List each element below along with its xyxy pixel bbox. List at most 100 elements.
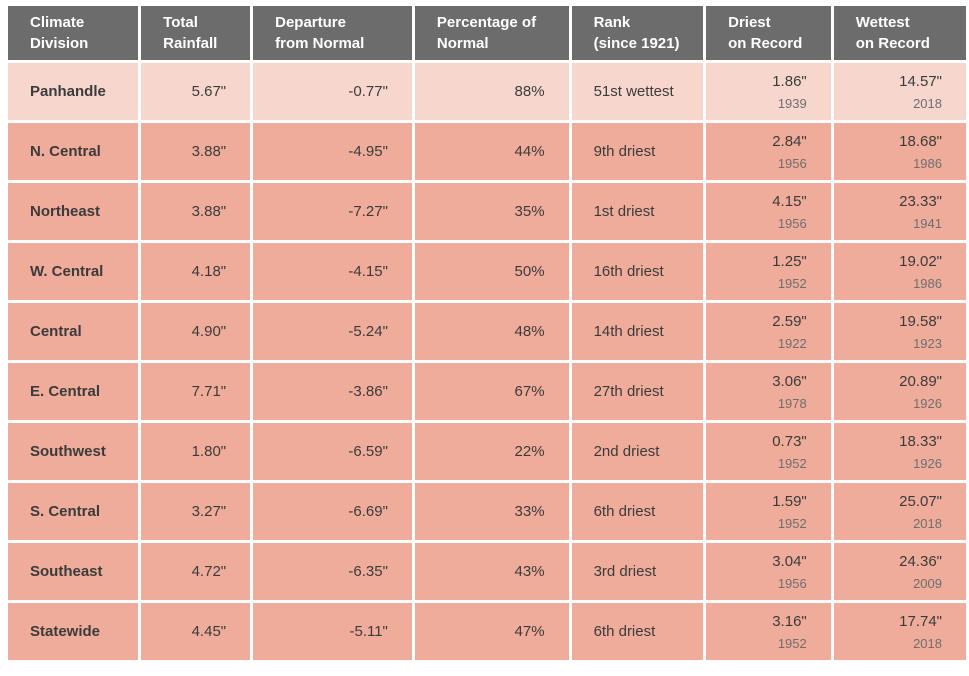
rank-value-cell: 6th driest [571,603,704,660]
total-rainfall-value: 4.90" [191,322,227,340]
driest-year: 1956 [777,155,807,171]
wettest-value: 23.33" [899,192,942,210]
percentage-value: 48% [514,322,545,340]
departure-value: -5.24" [348,322,388,340]
table-row: N. Central 3.88" -4.95" 44% 9th driest 2.84" 1… [8,123,966,180]
driest-year: 1956 [777,575,807,591]
driest-value-cell: 1.59" 1952 [706,483,831,540]
division-name: N. Central [30,142,101,160]
rank-value: 14th driest [593,322,664,340]
percentage-value-cell: 43% [414,543,569,600]
driest-value: 2.59" [772,312,807,330]
percentage-value-cell: 88% [414,63,569,120]
table-row: Southwest 1.80" -6.59" 22% 2nd driest 0.73" 19… [8,423,966,480]
wettest-value: 17.74" [899,612,942,630]
column-header-pct: Percentage of Normal [414,6,569,60]
division-name: Statewide [30,622,101,640]
rank-value-cell: 9th driest [571,123,704,180]
division-name: Southeast [30,562,103,580]
total-rainfall-value: 7.71" [191,382,227,400]
wettest-value: 25.07" [899,492,942,510]
column-header-wettest-line1: Wettest [855,14,910,31]
division-name: Northeast [30,202,101,220]
driest-value-cell: 3.16" 1952 [706,603,831,660]
percentage-value-cell: 33% [414,483,569,540]
total-rainfall-value: 4.45" [191,622,227,640]
total-rainfall-value: 3.27" [191,502,227,520]
driest-value-cell: 1.25" 1952 [706,243,831,300]
column-header-rank-line2: (since 1921) [593,35,680,52]
wettest-value-cell: 19.02" 1986 [833,243,966,300]
driest-value: 2.84" [772,132,807,150]
rank-value: 2nd driest [593,442,660,460]
column-header-pct-line2: Normal [436,35,489,52]
division-name: E. Central [30,382,101,400]
departure-value-cell: -3.86" [253,363,412,420]
division-name-cell: N. Central [8,123,139,180]
rank-value: 1st driest [593,202,655,220]
driest-year: 1952 [777,455,807,471]
percentage-value: 67% [514,382,545,400]
column-header-total: Total Rainfall [141,6,251,60]
table-row: Central 4.90" -5.24" 48% 14th driest 2.59" 192… [8,303,966,360]
total-rainfall-value-cell: 3.88" [141,183,251,240]
total-rainfall-value: 3.88" [191,142,227,160]
percentage-value-cell: 67% [414,363,569,420]
total-rainfall-value: 4.72" [191,562,227,580]
wettest-value-cell: 24.36" 2009 [833,543,966,600]
column-header-total-line2: Rainfall [163,35,218,52]
wettest-value-cell: 18.33" 1926 [833,423,966,480]
column-header-driest: Driest on Record [706,6,831,60]
wettest-value: 18.68" [899,132,942,150]
departure-value-cell: -6.69" [253,483,412,540]
driest-value: 1.86" [772,72,807,90]
division-name-cell: Panhandle [8,63,139,120]
division-name: Central [30,322,82,340]
rank-value: 9th driest [593,142,656,160]
column-header-division-line1: Climate [30,14,85,31]
column-header-wettest: Wettest on Record [833,6,966,60]
departure-value-cell: -7.27" [253,183,412,240]
wettest-value: 19.02" [899,252,942,270]
total-rainfall-value-cell: 4.18" [141,243,251,300]
driest-year: 1952 [777,635,807,651]
column-header-departure-line2: from Normal [275,35,365,52]
departure-value-cell: -6.35" [253,543,412,600]
column-header-departure-line1: Departure [275,14,346,31]
driest-value: 4.15" [772,192,807,210]
driest-value-cell: 2.59" 1922 [706,303,831,360]
wettest-value: 14.57" [899,72,942,90]
column-header-rank: Rank (since 1921) [571,6,704,60]
wettest-value-cell: 18.68" 1986 [833,123,966,180]
total-rainfall-value-cell: 5.67" [141,63,251,120]
division-name-cell: Southeast [8,543,139,600]
driest-value-cell: 3.04" 1956 [706,543,831,600]
table-body: Panhandle 5.67" -0.77" 88% 51st wettest 1.86"… [8,63,966,660]
division-name: Panhandle [30,82,106,100]
wettest-year: 1941 [913,215,942,231]
division-name-cell: S. Central [8,483,139,540]
division-name-cell: Central [8,303,139,360]
rank-value-cell: 3rd driest [571,543,704,600]
driest-year: 1952 [777,515,807,531]
percentage-value: 22% [514,442,545,460]
wettest-year: 1986 [913,275,942,291]
table-row: S. Central 3.27" -6.69" 33% 6th driest 1.59" 1… [8,483,966,540]
header-row: Climate Division Total Rainfall Departure fro… [8,6,966,60]
departure-value: -0.77" [348,82,388,100]
wettest-value: 18.33" [899,432,942,450]
driest-value-cell: 2.84" 1956 [706,123,831,180]
percentage-value-cell: 50% [414,243,569,300]
total-rainfall-value-cell: 3.27" [141,483,251,540]
rank-value-cell: 1st driest [571,183,704,240]
rank-value: 51st wettest [593,82,674,100]
departure-value-cell: -0.77" [253,63,412,120]
wettest-year: 1923 [913,335,942,351]
rank-value-cell: 27th driest [571,363,704,420]
driest-year: 1939 [777,95,807,111]
wettest-value-cell: 20.89" 1926 [833,363,966,420]
division-name: W. Central [30,262,104,280]
rank-value-cell: 16th driest [571,243,704,300]
percentage-value: 35% [514,202,545,220]
total-rainfall-value-cell: 4.90" [141,303,251,360]
